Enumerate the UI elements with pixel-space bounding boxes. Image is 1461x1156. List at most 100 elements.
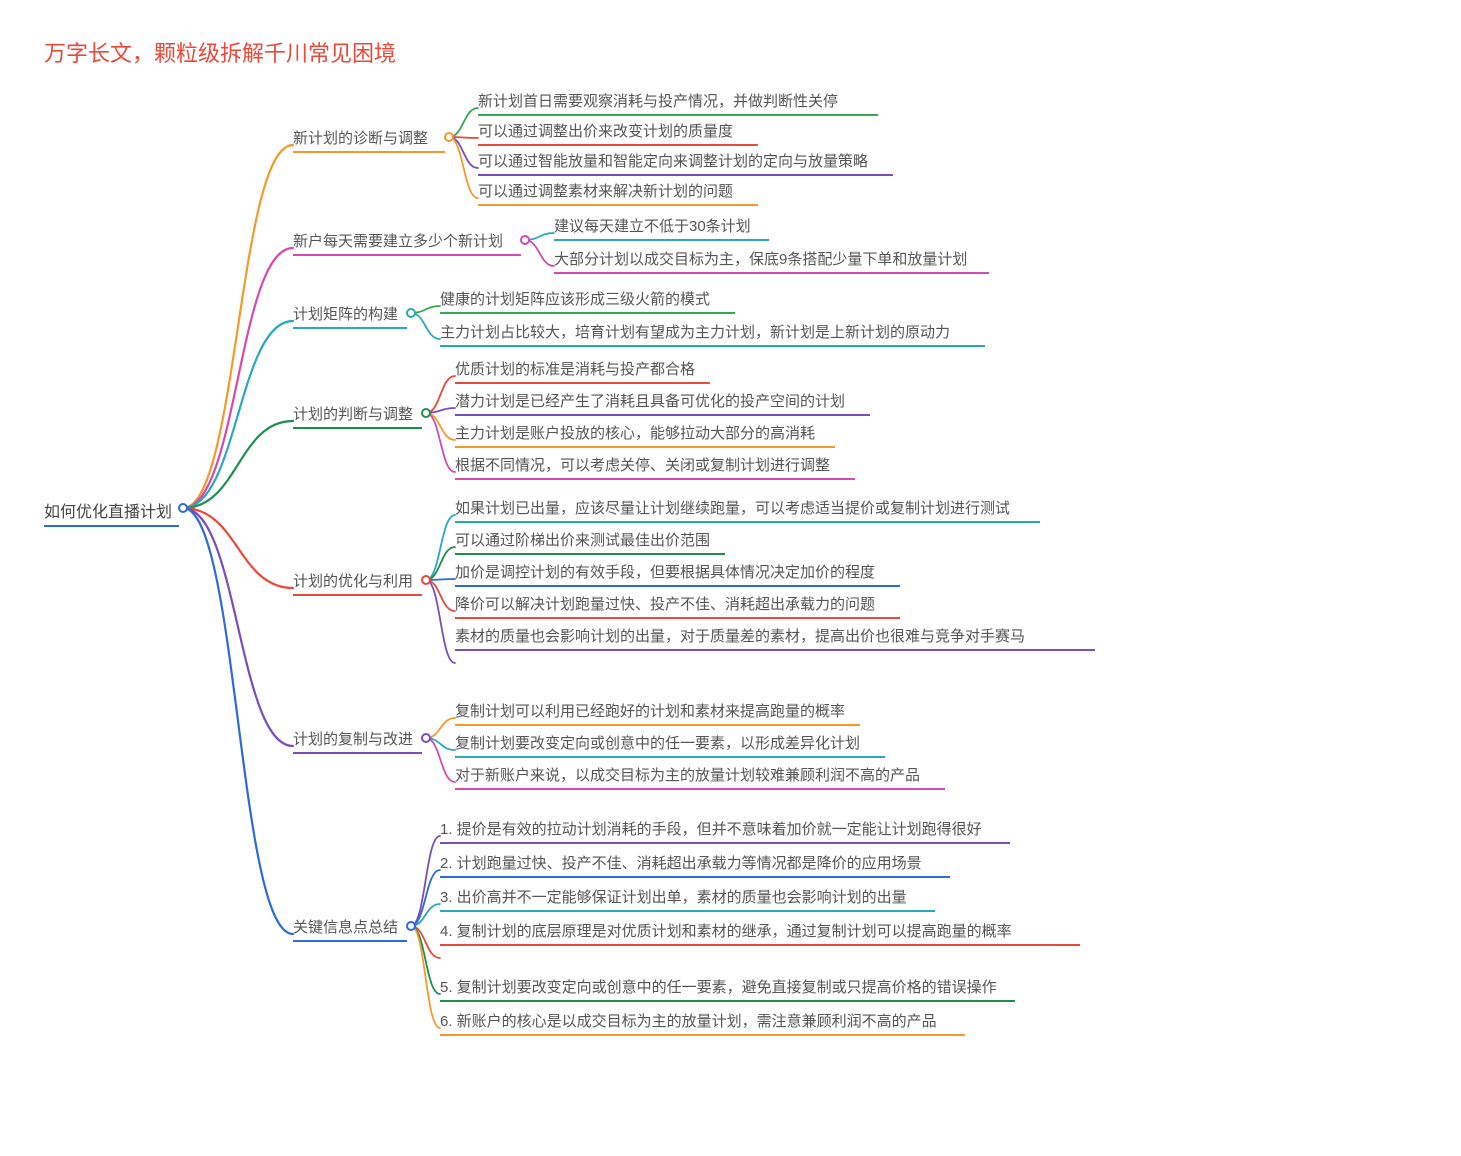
branch-5-leaf-2-text: 对于新账户来说，以成交目标为主的放量计划较难兼顾利润不高的产品 (455, 767, 920, 784)
branch-5-leaf-1-underline (455, 756, 885, 758)
branch-5-dot (421, 733, 431, 743)
branch-5-leaf-0-underline (455, 724, 860, 726)
branch-4-leaf-4-underline (455, 649, 1095, 651)
branch-3: 计划的判断与调整 (293, 403, 422, 429)
branch-0-leaf-1-text: 可以通过调整出价来改变计划的质量度 (478, 123, 733, 140)
branch-3-leaf-2-underline (455, 446, 835, 448)
branch-0-leaf-0: 新计划首日需要观察消耗与投产情况，并做判断性关停 (478, 90, 878, 116)
branch-2-underline (293, 327, 407, 329)
branch-2-dot (406, 308, 416, 318)
branch-5-text: 计划的复制与改进 (293, 731, 413, 748)
branch-2-leaf-0-text: 健康的计划矩阵应该形成三级火箭的模式 (440, 291, 710, 308)
branch-6-leaf-0: 1. 提价是有效的拉动计划消耗的手段，但并不意味着加价就一定能让计划跑得很好 (440, 818, 1010, 844)
branch-3-dot (421, 408, 431, 418)
branch-0-leaf-2-text: 可以通过智能放量和智能定向来调整计划的定向与放量策略 (478, 153, 868, 170)
branch-0-leaf-3-underline (478, 204, 758, 206)
branch-4-leaf-4: 素材的质量也会影响计划的出量，对于质量差的素材，提高出价也很难与竞争对手赛马 (455, 625, 1095, 651)
branch-4-leaf-0: 如果计划已出量，应该尽量让计划继续跑量，可以考虑适当提价或复制计划进行测试 (455, 497, 1040, 523)
branch-6-leaf-3-text: 4. 复制计划的底层原理是对优质计划和素材的继承，通过复制计划可以提高跑量的概率 (440, 923, 1012, 940)
branch-6-leaf-2-text: 3. 出价高并不一定能够保证计划出单，素材的质量也会影响计划的出量 (440, 889, 907, 906)
branch-6-leaf-1-underline (440, 876, 950, 878)
branch-6-text: 关键信息点总结 (293, 919, 398, 936)
branch-3-leaf-2: 主力计划是账户投放的核心，能够拉动大部分的高消耗 (455, 422, 835, 448)
branch-6-leaf-0-underline (440, 842, 1010, 844)
branch-6-leaf-3: 4. 复制计划的底层原理是对优质计划和素材的继承，通过复制计划可以提高跑量的概率 (440, 920, 1080, 946)
branch-0-leaf-3: 可以通过调整素材来解决新计划的问题 (478, 180, 758, 206)
root-dot (178, 503, 188, 513)
branch-1-leaf-0: 建议每天建立不低于30条计划 (554, 215, 769, 241)
branch-2-leaf-0: 健康的计划矩阵应该形成三级火箭的模式 (440, 288, 735, 314)
branch-5-underline (293, 752, 422, 754)
root-node-underline (44, 525, 179, 527)
branch-6-leaf-1-text: 2. 计划跑量过快、投产不佳、消耗超出承载力等情况都是降价的应用场景 (440, 855, 922, 872)
branch-4-leaf-1: 可以通过阶梯出价来测试最佳出价范围 (455, 529, 725, 555)
branch-5-leaf-1: 复制计划要改变定向或创意中的任一要素，以形成差异化计划 (455, 732, 885, 758)
branch-6-leaf-4: 5. 复制计划要改变定向或创意中的任一要素，避免直接复制或只提高价格的错误操作 (440, 976, 1015, 1002)
branch-0-leaf-1-underline (478, 144, 758, 146)
branch-4-leaf-1-underline (455, 553, 725, 555)
branch-1-leaf-0-text: 建议每天建立不低于30条计划 (554, 218, 751, 235)
branch-6-leaf-1: 2. 计划跑量过快、投产不佳、消耗超出承载力等情况都是降价的应用场景 (440, 852, 950, 878)
branch-2: 计划矩阵的构建 (293, 303, 407, 329)
branch-6-leaf-5-underline (440, 1034, 965, 1036)
root-node: 如何优化直播计划 (44, 498, 179, 527)
branch-4-underline (293, 594, 422, 596)
branch-6-dot (406, 921, 416, 931)
root-node-text: 如何优化直播计划 (44, 504, 172, 521)
branch-4-dot (421, 575, 431, 585)
branch-3-underline (293, 427, 422, 429)
branch-0-leaf-2-underline (478, 174, 893, 176)
branch-5-leaf-0: 复制计划可以利用已经跑好的计划和素材来提高跑量的概率 (455, 700, 860, 726)
branch-3-leaf-1-underline (455, 414, 870, 416)
branch-6-leaf-4-underline (440, 1000, 1015, 1002)
branch-0-text: 新计划的诊断与调整 (293, 130, 428, 147)
branch-4-leaf-2: 加价是调控计划的有效手段，但要根据具体情况决定加价的程度 (455, 561, 900, 587)
branch-4-leaf-1-text: 可以通过阶梯出价来测试最佳出价范围 (455, 532, 710, 549)
branch-6-leaf-2-underline (440, 910, 935, 912)
branch-1-leaf-1-text: 大部分计划以成交目标为主，保底9条搭配少量下单和放量计划 (554, 251, 967, 268)
branch-5-leaf-2-underline (455, 788, 945, 790)
branch-5-leaf-2: 对于新账户来说，以成交目标为主的放量计划较难兼顾利润不高的产品 (455, 764, 945, 790)
branch-3-leaf-0-underline (455, 382, 710, 384)
branch-4-leaf-0-text: 如果计划已出量，应该尽量让计划继续跑量，可以考虑适当提价或复制计划进行测试 (455, 500, 1010, 517)
branch-3-leaf-0: 优质计划的标准是消耗与投产都合格 (455, 358, 710, 384)
branch-3-leaf-0-text: 优质计划的标准是消耗与投产都合格 (455, 361, 695, 378)
branch-1-text: 新户每天需要建立多少个新计划 (293, 233, 503, 250)
branch-1: 新户每天需要建立多少个新计划 (293, 230, 521, 256)
branch-0-underline (293, 151, 445, 153)
branch-4-leaf-2-underline (455, 585, 900, 587)
branch-5-leaf-0-text: 复制计划可以利用已经跑好的计划和素材来提高跑量的概率 (455, 703, 845, 720)
branch-2-text: 计划矩阵的构建 (293, 306, 398, 323)
branch-2-leaf-1-text: 主力计划占比较大，培育计划有望成为主力计划，新计划是上新计划的原动力 (440, 324, 950, 341)
branch-2-leaf-0-underline (440, 312, 735, 314)
branch-1-underline (293, 254, 521, 256)
branch-4-leaf-3: 降价可以解决计划跑量过快、投产不佳、消耗超出承载力的问题 (455, 593, 900, 619)
branch-3-leaf-3-underline (455, 478, 855, 480)
branch-3-leaf-2-text: 主力计划是账户投放的核心，能够拉动大部分的高消耗 (455, 425, 815, 442)
branch-4-leaf-0-underline (455, 521, 1040, 523)
branch-4-text: 计划的优化与利用 (293, 573, 413, 590)
branch-2-leaf-1-underline (440, 345, 985, 347)
branch-0-dot (444, 132, 454, 142)
branch-3-leaf-3-text: 根据不同情况，可以考虑关停、关闭或复制计划进行调整 (455, 457, 830, 474)
branch-6-leaf-3-underline (440, 944, 1080, 946)
branch-1-leaf-0-underline (554, 239, 769, 241)
branch-0-leaf-0-underline (478, 114, 878, 116)
branch-0-leaf-2: 可以通过智能放量和智能定向来调整计划的定向与放量策略 (478, 150, 893, 176)
branch-1-leaf-1: 大部分计划以成交目标为主，保底9条搭配少量下单和放量计划 (554, 248, 989, 274)
branch-0-leaf-3-text: 可以通过调整素材来解决新计划的问题 (478, 183, 733, 200)
branch-3-leaf-1: 潜力计划是已经产生了消耗且具备可优化的投产空间的计划 (455, 390, 870, 416)
branch-6-leaf-0-text: 1. 提价是有效的拉动计划消耗的手段，但并不意味着加价就一定能让计划跑得很好 (440, 821, 982, 838)
branch-4-leaf-4-text: 素材的质量也会影响计划的出量，对于质量差的素材，提高出价也很难与竞争对手赛马 (455, 628, 1025, 645)
branch-4-leaf-2-text: 加价是调控计划的有效手段，但要根据具体情况决定加价的程度 (455, 564, 875, 581)
branch-4-leaf-3-underline (455, 617, 900, 619)
branch-6-leaf-2: 3. 出价高并不一定能够保证计划出单，素材的质量也会影响计划的出量 (440, 886, 935, 912)
branch-6-leaf-5-text: 6. 新账户的核心是以成交目标为主的放量计划，需注意兼顾利润不高的产品 (440, 1013, 937, 1030)
branch-6: 关键信息点总结 (293, 916, 407, 942)
branch-6-leaf-5: 6. 新账户的核心是以成交目标为主的放量计划，需注意兼顾利润不高的产品 (440, 1010, 965, 1036)
branch-3-leaf-1-text: 潜力计划是已经产生了消耗且具备可优化的投产空间的计划 (455, 393, 845, 410)
branch-3-text: 计划的判断与调整 (293, 406, 413, 423)
page-title: 万字长文，颗粒级拆解千川常见困境 (44, 36, 396, 68)
branch-6-underline (293, 940, 407, 942)
branch-5: 计划的复制与改进 (293, 728, 422, 754)
